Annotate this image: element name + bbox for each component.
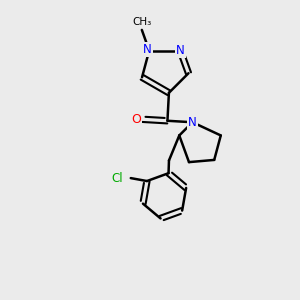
Text: N: N	[143, 43, 152, 56]
Text: O: O	[131, 113, 141, 126]
Text: N: N	[176, 44, 184, 57]
Text: Cl: Cl	[111, 172, 122, 184]
Text: N: N	[188, 116, 197, 129]
Text: CH₃: CH₃	[132, 17, 152, 27]
